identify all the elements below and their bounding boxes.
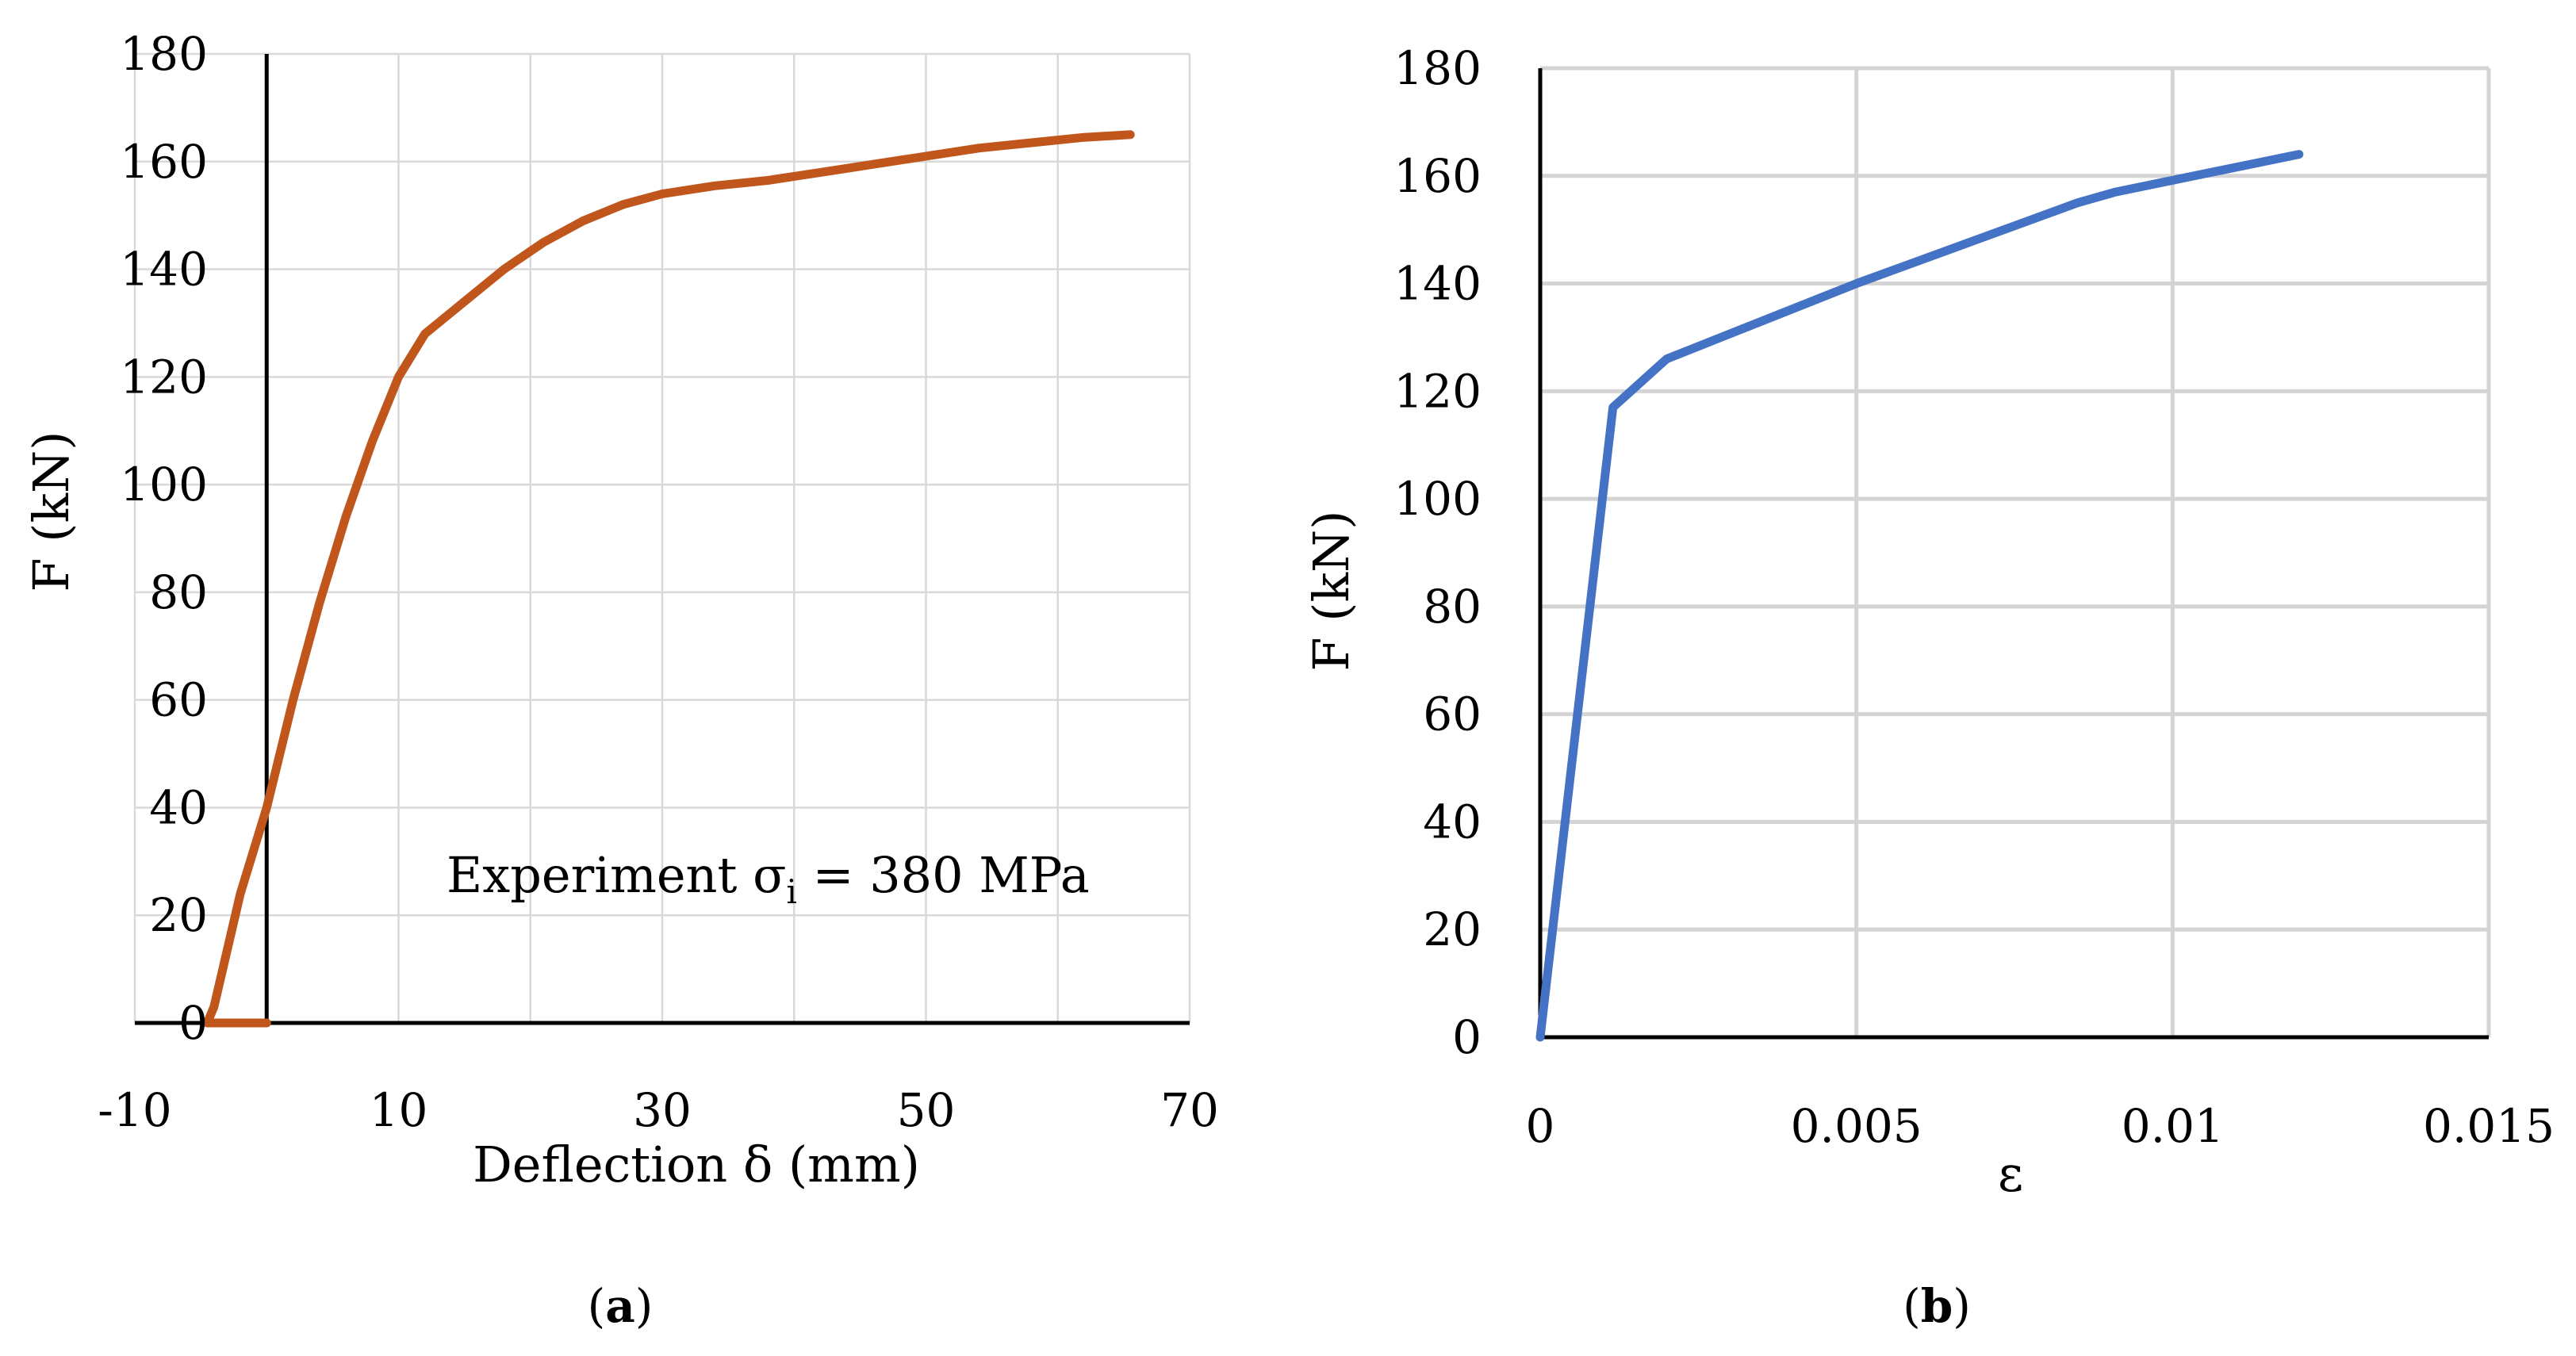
chart-a-y-tick-label: 100 [120, 458, 208, 511]
chart-a-series [202, 130, 1135, 1028]
chart-a-y-tick-label: 180 [120, 27, 208, 81]
chart-b-series-line [1535, 150, 2304, 1042]
chart-a-axes [135, 54, 1190, 1025]
chart-b-tick-labels: 0 20 40 60 80 100 120 140 160 180 0 0.005 0.01 0.015 [1393, 41, 2555, 1153]
chart-a-x-tick-label: 70 [1160, 1083, 1219, 1137]
chart-a-annotation: Experiment σi = 380 MPa [447, 846, 1090, 911]
chart-b-y-tick-label: 180 [1393, 41, 1482, 95]
chart-b-y-tick-label: 60 [1423, 688, 1482, 741]
chart-a-y-tick-label: 60 [149, 673, 208, 727]
chart-b-y-tick-label: 80 [1423, 580, 1482, 634]
chart-b-x-tick-label: 0.005 [1791, 1099, 1922, 1153]
chart-b-series [1535, 150, 2304, 1042]
chart-a-xlabel: Deflection δ (mm) [473, 1136, 920, 1193]
chart-b-y-tick-label: 120 [1393, 364, 1482, 418]
chart-a-x-tick-label: 30 [633, 1083, 692, 1137]
chart-b-x-tick-label: 0 [1526, 1099, 1555, 1153]
chart-b-y-tick-label: 0 [1452, 1010, 1482, 1064]
chart-b-axes [1538, 68, 2489, 1040]
chart-a-x-tick-label: 10 [370, 1083, 428, 1137]
chart-a-panel-label: (a) [588, 1279, 654, 1333]
chart-a-x-tick-label: 50 [897, 1083, 956, 1137]
chart-a-y-tick-label: 20 [149, 888, 208, 942]
chart-b-x-tick-label: 0.015 [2423, 1099, 2555, 1153]
chart-a-annotation-subscript: i [786, 872, 796, 911]
chart-a-tick-labels: 0 20 40 60 80 100 120 140 160 180 -10 10 30 50 70 [98, 27, 1219, 1137]
chart-a-x-tick-label: -10 [98, 1083, 171, 1137]
chart-b-y-tick-label: 140 [1393, 257, 1482, 311]
chart-a-y-tick-label: 140 [120, 243, 208, 297]
chart-a-y-tick-label: 160 [120, 135, 208, 189]
chart-a-y-tick-label: 120 [120, 350, 208, 404]
chart-b-grid [1538, 66, 2491, 1040]
chart-b-ylabel: F (kN) [1302, 511, 1360, 672]
chart-a-y-tick-label: 80 [149, 565, 208, 619]
chart-a-ylabel: F (kN) [22, 431, 80, 592]
chart-a-y-tick-label: 40 [149, 780, 208, 834]
chart-b-y-tick-label: 40 [1423, 795, 1482, 848]
chart-b-x-tick-label: 0.01 [2122, 1099, 2224, 1153]
chart-b-panel-label: (b) [1903, 1279, 1971, 1333]
chart-a-annotation-prefix: Experiment σ [447, 846, 786, 904]
chart-b-y-tick-label: 20 [1423, 902, 1482, 956]
chart-a-annotation-suffix: = 380 MPa [797, 846, 1090, 904]
chart-b-xlabel: ε [1998, 1145, 2023, 1203]
chart-a-series-line [202, 130, 1135, 1028]
chart-a-y-tick-label: 0 [178, 996, 208, 1050]
chart-a: 0 20 40 60 80 100 120 140 160 180 -10 10 30 50 70 Expe… [22, 27, 1219, 1333]
chart-b-y-tick-label: 160 [1393, 149, 1482, 203]
chart-b-y-tick-label: 100 [1393, 472, 1482, 526]
